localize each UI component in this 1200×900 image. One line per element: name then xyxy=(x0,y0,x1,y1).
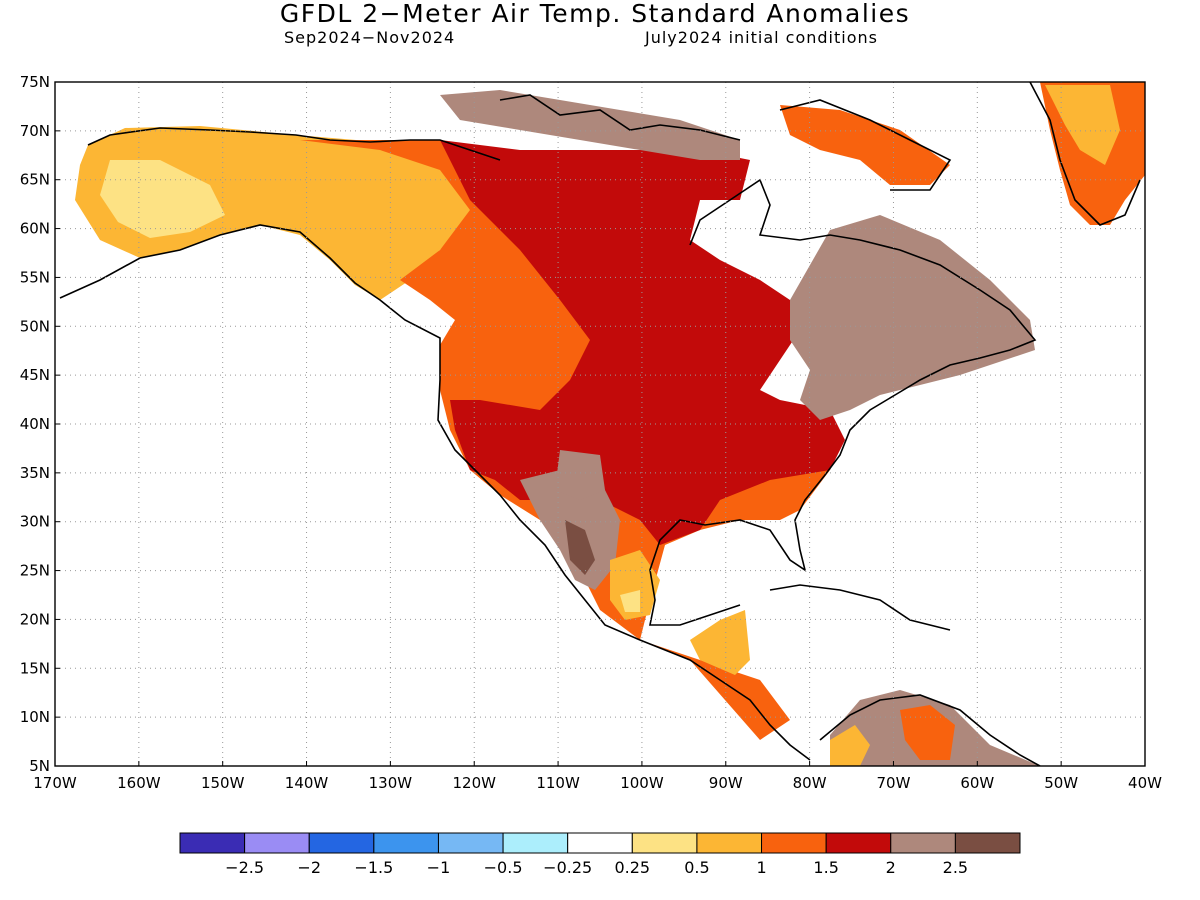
colorbar-label: 0.25 xyxy=(614,858,650,877)
colorbar-swatch xyxy=(954,832,1021,854)
lat-tick-label: 65N xyxy=(20,171,50,189)
lat-tick-label: 15N xyxy=(20,659,50,677)
lat-tick-label: 35N xyxy=(20,464,50,482)
lat-tick-label: 50N xyxy=(20,317,50,335)
lat-tick-label: 60N xyxy=(20,220,50,238)
colorbar-label: 0.5 xyxy=(684,858,709,877)
lon-tick-label: 140W xyxy=(285,774,329,792)
colorbar-label: 1 xyxy=(756,858,766,877)
colorbar-swatch xyxy=(373,832,439,854)
lon-tick-label: 40W xyxy=(1128,774,1162,792)
anomaly-region xyxy=(780,105,950,185)
lat-tick-label: 70N xyxy=(20,122,50,140)
initial-conditions: July2024 initial conditions xyxy=(645,28,878,47)
anomaly-region xyxy=(440,140,845,545)
coastline xyxy=(59,224,811,761)
axis-ticks: 75N 70N 65N 60N 55N 50N 45N 40N 35N 30N 25N 20N 15N 1… xyxy=(20,73,1162,792)
lon-tick-label: 80W xyxy=(793,774,827,792)
lon-tick-label: 70W xyxy=(877,774,911,792)
colorbar-swatch xyxy=(179,832,246,854)
colorbar-swatch xyxy=(631,832,698,854)
colorbar-label: −2 xyxy=(297,858,321,877)
coastline xyxy=(87,127,501,161)
colorbar-label: −0.25 xyxy=(543,858,592,877)
coastline xyxy=(819,694,1041,766)
anomaly-region xyxy=(565,520,595,575)
lat-tick-label: 75N xyxy=(20,73,50,91)
colorbar-swatch xyxy=(244,832,310,854)
colorbar-label: 1.5 xyxy=(813,858,838,877)
lon-tick-label: 120W xyxy=(452,774,496,792)
colorbar-label: 2 xyxy=(886,858,896,877)
anomaly-region xyxy=(1045,85,1120,165)
lon-tick-label: 160W xyxy=(117,774,161,792)
lat-tick-label: 30N xyxy=(20,513,50,531)
lat-tick-label: 45N xyxy=(20,366,50,384)
lon-tick-label: 150W xyxy=(201,774,245,792)
forecast-period: Sep2024−Nov2024 xyxy=(284,28,456,47)
lon-tick-label: 130W xyxy=(369,774,413,792)
colorbar-swatch xyxy=(308,832,375,854)
anomaly-region xyxy=(620,590,640,612)
anomaly-region xyxy=(555,450,605,500)
graticule xyxy=(55,82,1145,766)
map-title: GFDL 2−Meter Air Temp. Standard Anomalie… xyxy=(279,0,911,28)
coastline-layer xyxy=(59,82,1141,766)
lon-tick-label: 170W xyxy=(33,774,77,792)
colorbar-swatch xyxy=(890,832,956,854)
lon-tick-label: 110W xyxy=(536,774,580,792)
lon-tick-label: 60W xyxy=(960,774,994,792)
colorbar-swatch xyxy=(437,832,504,854)
lon-tick-label: 100W xyxy=(620,774,664,792)
coastline xyxy=(649,178,1037,626)
coastline xyxy=(769,584,951,631)
lon-tick-label: 90W xyxy=(709,774,743,792)
anomaly-region xyxy=(790,215,1035,420)
lat-tick-label: 55N xyxy=(20,268,50,286)
coastline xyxy=(1029,82,1141,226)
colorbar-label: −2.5 xyxy=(225,858,264,877)
colorbar-swatch xyxy=(761,832,827,854)
anomaly-region xyxy=(900,705,955,760)
colorbar-swatch xyxy=(696,832,763,854)
lat-tick-label: 20N xyxy=(20,610,50,628)
colorbar-label: −1 xyxy=(427,858,451,877)
colorbar-swatch xyxy=(825,832,892,854)
colorbar-label: −0.5 xyxy=(484,858,523,877)
coastline xyxy=(779,99,952,191)
coastline xyxy=(499,94,741,141)
lat-tick-label: 25N xyxy=(20,562,50,580)
colorbar-swatch xyxy=(567,832,633,854)
colorbar-label: −1.5 xyxy=(354,858,393,877)
anomaly-region xyxy=(440,90,740,160)
lon-tick-label: 50W xyxy=(1044,774,1078,792)
anomaly-region xyxy=(100,160,225,238)
lat-tick-label: 40N xyxy=(20,415,50,433)
colorbar-swatch xyxy=(502,832,569,854)
colorbar-label: 2.5 xyxy=(943,858,968,877)
anomaly-region xyxy=(830,725,870,766)
colorbar: −2.5 −2 −1.5 −1 −0.5 −0.25 0.25 0.5 1 1.5 2 2.5 xyxy=(179,832,1021,877)
anomaly-fill-layer xyxy=(75,82,1145,766)
lat-tick-label: 5N xyxy=(29,757,50,775)
lat-tick-label: 10N xyxy=(20,708,50,726)
anomaly-region xyxy=(690,610,750,675)
